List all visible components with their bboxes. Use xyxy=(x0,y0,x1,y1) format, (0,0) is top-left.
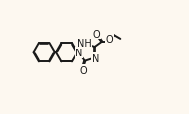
Text: O: O xyxy=(106,35,114,45)
Text: N: N xyxy=(75,48,83,58)
Text: NH: NH xyxy=(77,39,91,49)
Text: O: O xyxy=(79,65,87,75)
Text: O: O xyxy=(93,29,101,39)
Text: N: N xyxy=(92,53,99,63)
